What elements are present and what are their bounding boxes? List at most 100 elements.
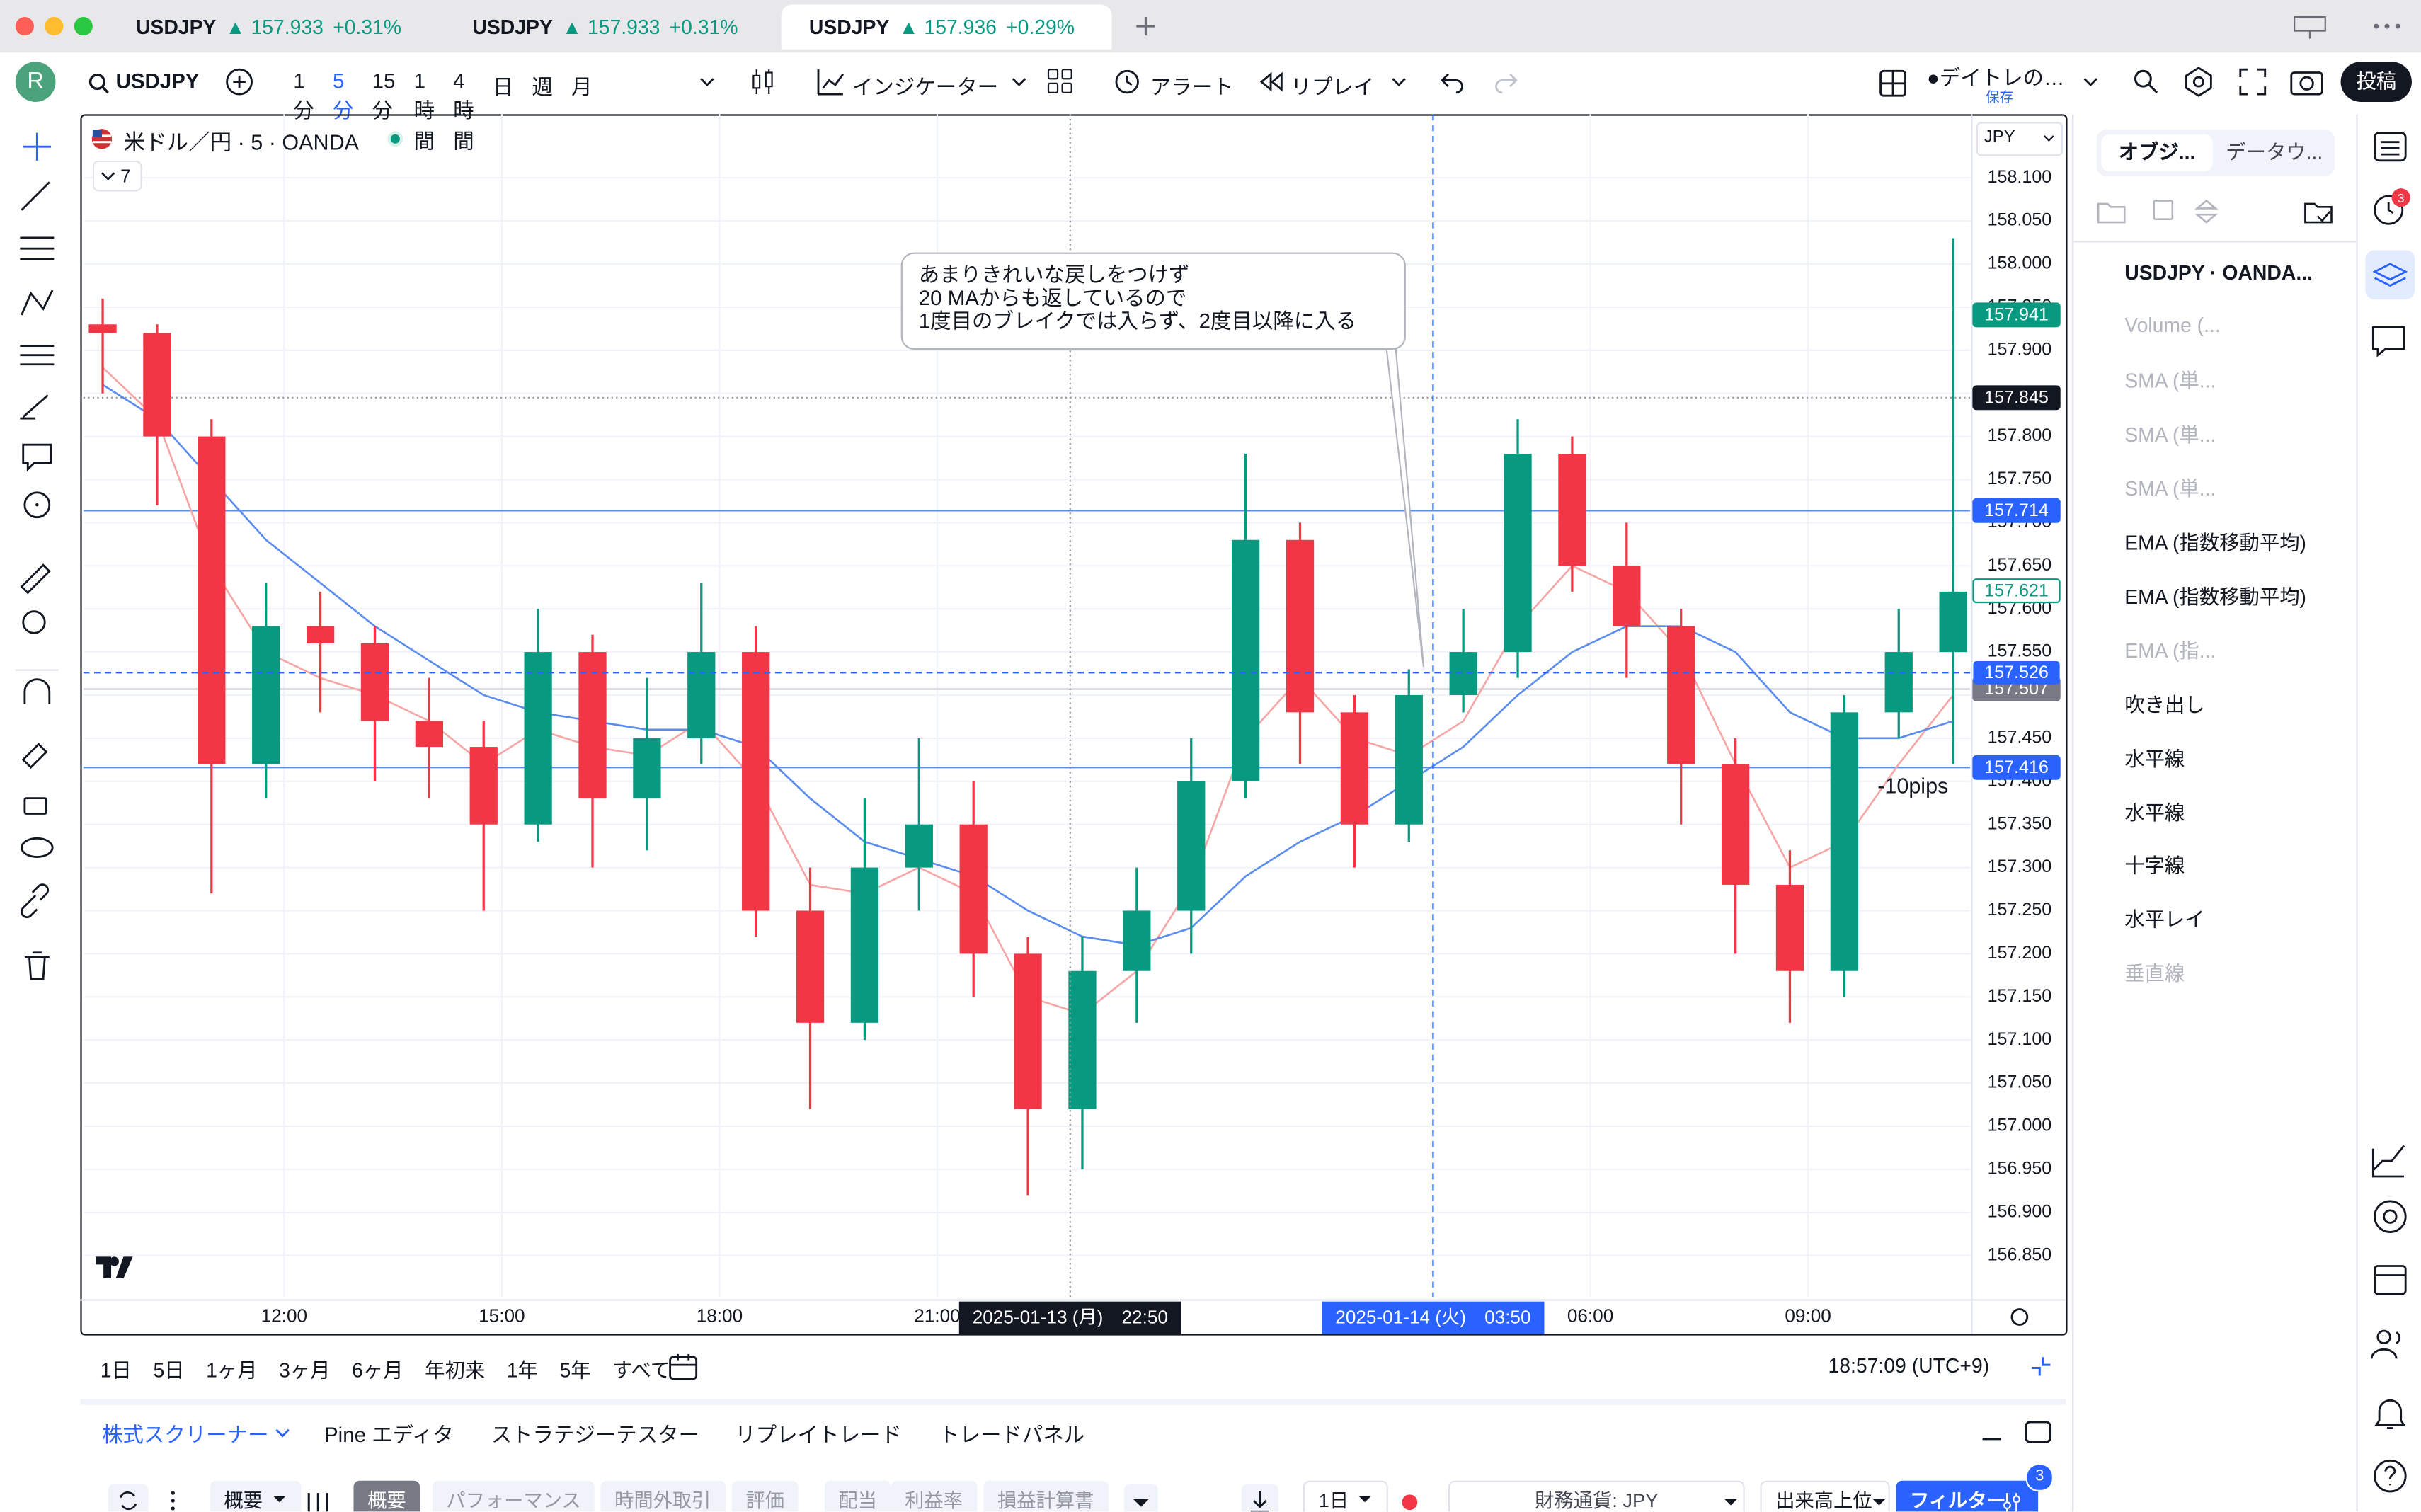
cursor-tool[interactable]	[23, 132, 51, 161]
interval-select[interactable]: 1日	[1303, 1480, 1389, 1512]
range-button[interactable]: 3ヶ月	[279, 1358, 331, 1382]
panel-tab[interactable]: トレードパネル	[939, 1423, 1085, 1447]
measure-tool[interactable]	[20, 563, 51, 595]
projection-tool[interactable]	[20, 345, 55, 366]
visibility-tool[interactable]	[21, 837, 54, 858]
stream-icon[interactable]	[2374, 1200, 2407, 1233]
alerts-icon[interactable]	[2374, 195, 2404, 225]
trash-tool[interactable]	[24, 951, 50, 980]
object-item[interactable]: 垂直線	[2105, 957, 2185, 988]
settings-icon[interactable]	[2183, 67, 2214, 98]
range-button[interactable]: 1日	[100, 1358, 132, 1382]
redo[interactable]	[1492, 69, 1519, 94]
indicator-chevron[interactable]	[1009, 73, 1028, 91]
lock-draw-tool[interactable]	[21, 743, 48, 769]
clock[interactable]: 18:57:09 (UTC+9)	[1828, 1353, 1990, 1378]
interval-chevron[interactable]	[698, 73, 716, 91]
indicator-toggle[interactable]: 7	[92, 160, 142, 192]
replay-button[interactable]: リプレイ	[1290, 75, 1375, 99]
currency-filter[interactable]: 財務通貨: JPY	[1448, 1480, 1745, 1512]
magnet-tool[interactable]	[23, 678, 51, 704]
range-button[interactable]: 1ヶ月	[206, 1358, 258, 1382]
layout-chevron[interactable]	[2081, 73, 2100, 91]
object-tree-active[interactable]	[2365, 250, 2415, 300]
object-item[interactable]: USDJPY · OANDA...	[2105, 256, 2313, 287]
link-tool[interactable]	[21, 883, 50, 919]
snapshot-icon[interactable]	[2290, 68, 2324, 96]
screener-view[interactable]: パフォーマンス	[432, 1480, 595, 1512]
object-item[interactable]: SMA (単...	[2105, 472, 2216, 503]
avatar[interactable]: R	[15, 62, 56, 102]
more-icon[interactable]	[2369, 12, 2405, 40]
view-menu[interactable]: 概要	[210, 1480, 302, 1512]
object-item[interactable]: 水平線	[2105, 795, 2185, 826]
screener-view[interactable]: 時間外取引	[600, 1480, 726, 1512]
compare-button[interactable]	[224, 67, 255, 98]
browser-tab[interactable]: USDJPY ▲ 157.933 +0.31%	[445, 5, 775, 50]
browser-tab[interactable]: USDJPY ▲ 157.933 +0.31%	[108, 5, 439, 50]
undo[interactable]	[1439, 69, 1467, 94]
alert-button[interactable]: アラート	[1150, 75, 1234, 99]
notifications-icon[interactable]	[2374, 1399, 2406, 1429]
fib-tool[interactable]	[20, 236, 55, 260]
panel-tab[interactable]: ストラテジーテスター	[491, 1423, 700, 1447]
browser-tab[interactable]: USDJPY ▲ 157.936 +0.29%	[781, 4, 1112, 50]
replay-chevron[interactable]	[1390, 73, 1408, 91]
axis-settings[interactable]	[2010, 1308, 2029, 1326]
collapse-icon[interactable]	[2029, 1354, 2054, 1379]
chat-icon[interactable]	[2371, 326, 2405, 357]
screener-view[interactable]: 配当	[824, 1480, 891, 1512]
emoji-tool[interactable]	[23, 491, 51, 519]
interval[interactable]: 週	[532, 75, 553, 99]
interval[interactable]: 月	[571, 75, 593, 99]
sort-select[interactable]: 出来高上位	[1760, 1480, 1890, 1512]
ideas-icon[interactable]	[2371, 1145, 2405, 1178]
object-item[interactable]: 吹き出し	[2105, 687, 2204, 718]
goto-date[interactable]	[667, 1351, 701, 1382]
trend-line-tool[interactable]	[21, 181, 50, 211]
object-item[interactable]: EMA (指...	[2105, 634, 2216, 665]
alert-icon[interactable]	[1111, 67, 1143, 98]
calendar-icon[interactable]	[2374, 1265, 2407, 1295]
interval[interactable]: 1時間	[413, 69, 435, 153]
object-item[interactable]: 十字線	[2105, 849, 2185, 880]
post-button[interactable]: 投稿	[2340, 62, 2412, 102]
screener-chevron[interactable]	[275, 1425, 290, 1441]
symbol-search[interactable]: USDJPY	[115, 69, 200, 93]
new-tab[interactable]	[1133, 14, 1158, 39]
templates-icon[interactable]	[1047, 68, 1075, 96]
screener-view[interactable]: 損益計算書	[983, 1480, 1108, 1512]
layout-grid[interactable]	[1877, 68, 1908, 99]
download-icon[interactable]	[1241, 1484, 1278, 1512]
panel-tab[interactable]: データウ...	[2226, 140, 2323, 164]
panel-tab[interactable]: Pine エディタ	[324, 1423, 454, 1447]
range-button[interactable]: 1年	[506, 1358, 538, 1382]
chart-type-icon[interactable]	[750, 67, 775, 98]
screener-view[interactable]: 概要	[353, 1480, 420, 1512]
replay-icon[interactable]	[1257, 69, 1284, 94]
currency-select[interactable]: JPY	[1976, 122, 2063, 156]
record-dot[interactable]	[1399, 1491, 1421, 1511]
filter-button[interactable]: フィルター	[1896, 1480, 2039, 1512]
range-button[interactable]: 年初来	[425, 1358, 486, 1382]
text-tool[interactable]	[22, 443, 52, 472]
zoom-tool[interactable]	[22, 610, 46, 634]
indicators-button[interactable]: インジケーター	[852, 75, 999, 99]
interval[interactable]: 4時間	[453, 69, 474, 153]
object-item[interactable]: EMA (指数移動平均)	[2105, 526, 2306, 557]
fullscreen-icon[interactable]	[2239, 68, 2267, 96]
panel-tab[interactable]: 株式スクリーナー	[101, 1423, 269, 1447]
columns-icon[interactable]	[302, 1487, 333, 1512]
interval[interactable]: 5分	[333, 69, 354, 122]
interval[interactable]: 15分	[372, 69, 396, 122]
community-icon[interactable]	[2376, 1329, 2391, 1344]
pattern-tool[interactable]	[21, 290, 54, 316]
range-button[interactable]: すべて	[612, 1358, 671, 1382]
panel-window-controls[interactable]	[1976, 1417, 2054, 1448]
help-icon[interactable]	[2374, 1459, 2407, 1493]
object-item[interactable]: 水平線	[2105, 741, 2185, 772]
object-item[interactable]: SMA (単...	[2105, 364, 2216, 395]
interval[interactable]: 日	[492, 75, 514, 99]
screener-view[interactable]: 利益率	[891, 1480, 977, 1512]
layout-name[interactable]: ●デイトレの…	[1927, 66, 2065, 90]
